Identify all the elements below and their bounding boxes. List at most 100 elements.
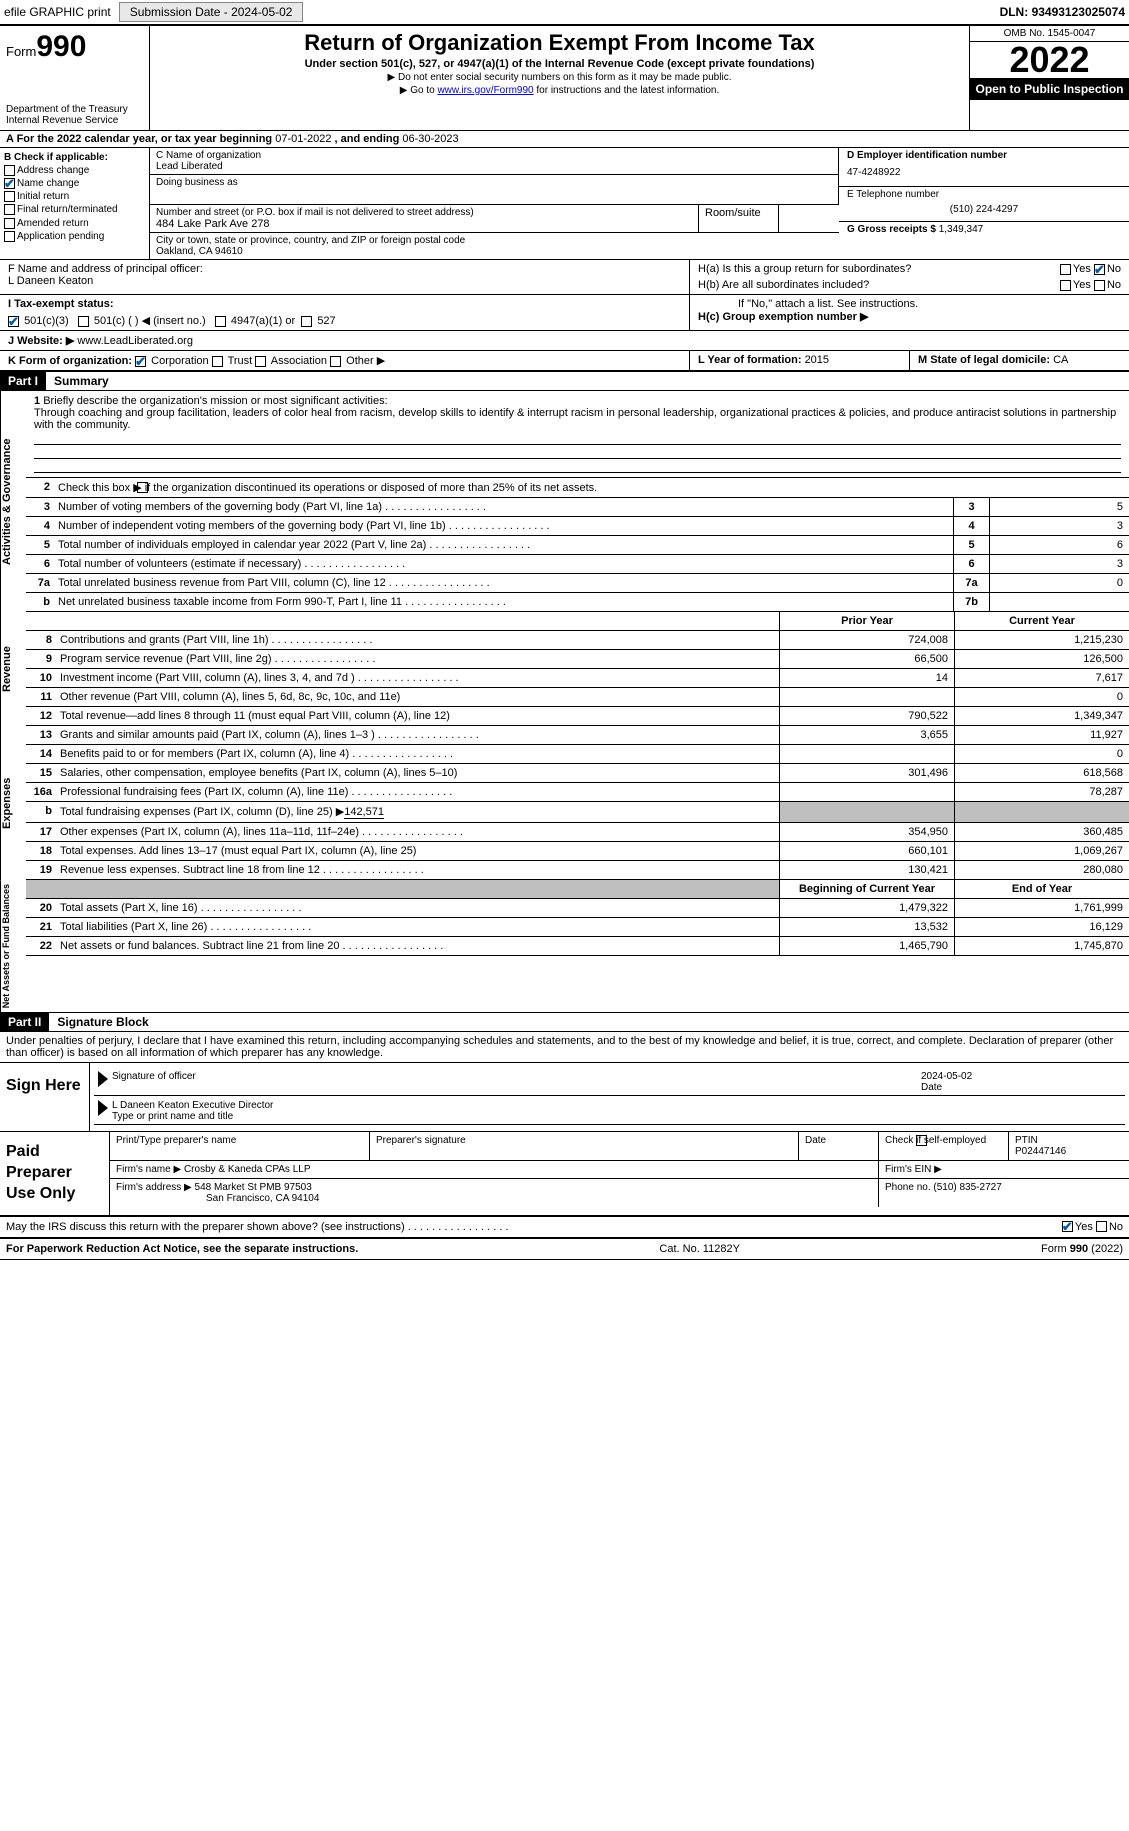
hb-row: H(b) Are all subordinates included? Yes … bbox=[698, 279, 1121, 291]
revenue-section: Revenue Prior YearCurrent Year 8Contribu… bbox=[0, 612, 1129, 726]
l16a-curr: 78,287 bbox=[954, 783, 1129, 801]
chk-other[interactable] bbox=[330, 356, 341, 367]
arrow-icon bbox=[98, 1100, 108, 1116]
chk-501c3[interactable] bbox=[8, 316, 19, 327]
l10-curr: 7,617 bbox=[954, 669, 1129, 687]
may-yes[interactable] bbox=[1062, 1221, 1073, 1232]
year-formation-label: L Year of formation: bbox=[698, 354, 805, 366]
mission-text: Through coaching and group facilitation,… bbox=[34, 407, 1116, 431]
form-header: Form990 Department of the Treasury Inter… bbox=[0, 26, 1129, 131]
chk-501c[interactable] bbox=[78, 316, 89, 327]
l20-text: Total assets (Part X, line 16) bbox=[56, 899, 779, 917]
chk-self-employed[interactable] bbox=[916, 1135, 927, 1146]
city-state-zip: Oakland, CA 94610 bbox=[156, 246, 833, 257]
l9-curr: 126,500 bbox=[954, 650, 1129, 668]
hb-note: If "No," attach a list. See instructions… bbox=[698, 298, 1121, 310]
arrow-icon bbox=[98, 1071, 108, 1087]
paid-preparer: Paid Preparer Use Only Print/Type prepar… bbox=[0, 1132, 1129, 1216]
line-3-val: 5 bbox=[989, 498, 1129, 516]
note-ssn: ▶ Do not enter social security numbers o… bbox=[154, 72, 965, 83]
signature-block: Under penalties of perjury, I declare th… bbox=[0, 1032, 1129, 1238]
activities-governance: Activities & Governance 1 Briefly descri… bbox=[0, 391, 1129, 612]
chk-amended[interactable] bbox=[4, 218, 15, 229]
city-label: City or town, state or province, country… bbox=[156, 235, 833, 246]
line-4-val: 3 bbox=[989, 517, 1129, 535]
efile-label: efile GRAPHIC print bbox=[4, 5, 111, 19]
hdr-end: End of Year bbox=[954, 880, 1129, 898]
rows-f-to-m: F Name and address of principal officer:… bbox=[0, 260, 1129, 371]
line-2: Check this box ▶ if the organization dis… bbox=[54, 478, 1129, 497]
website-value: www.LeadLiberated.org bbox=[77, 335, 193, 347]
hb-yes[interactable] bbox=[1060, 280, 1071, 291]
irs-link[interactable]: www.irs.gov/Form990 bbox=[437, 85, 533, 96]
ha-yes[interactable] bbox=[1060, 264, 1071, 275]
firm-ein-label: Firm's EIN ▶ bbox=[879, 1161, 1129, 1178]
row-k-form-org: K Form of organization: Corporation Trus… bbox=[0, 351, 689, 370]
chk-assoc[interactable] bbox=[255, 356, 266, 367]
line-7b-text: Net unrelated business taxable income fr… bbox=[54, 593, 953, 611]
chk-final[interactable] bbox=[4, 204, 15, 215]
l18-curr: 1,069,267 bbox=[954, 842, 1129, 860]
expenses-section: Expenses 13Grants and similar amounts pa… bbox=[0, 726, 1129, 880]
line-1: 1 Briefly describe the organization's mi… bbox=[26, 391, 1129, 478]
l11-curr: 0 bbox=[954, 688, 1129, 706]
line-5-val: 6 bbox=[989, 536, 1129, 554]
l16a-text: Professional fundraising fees (Part IX, … bbox=[56, 783, 779, 801]
part-i-header: Part ISummary bbox=[0, 371, 1129, 391]
chk-trust[interactable] bbox=[212, 356, 223, 367]
l19-curr: 280,080 bbox=[954, 861, 1129, 879]
firm-phone: (510) 835-2727 bbox=[933, 1182, 1001, 1193]
chk-application[interactable] bbox=[4, 231, 15, 242]
l18-text: Total expenses. Add lines 13–17 (must eq… bbox=[56, 842, 779, 860]
row-i-tax-status: I Tax-exempt status: 501(c)(3) 501(c) ( … bbox=[0, 295, 689, 330]
l21-end: 16,129 bbox=[954, 918, 1129, 936]
addr-label: Number and street (or P.O. box if mail i… bbox=[156, 207, 692, 218]
b-label: B Check if applicable: bbox=[4, 152, 145, 163]
l14-text: Benefits paid to or for members (Part IX… bbox=[56, 745, 779, 763]
l19-text: Revenue less expenses. Subtract line 18 … bbox=[56, 861, 779, 879]
chk-initial[interactable] bbox=[4, 191, 15, 202]
chk-corp[interactable] bbox=[135, 356, 146, 367]
hdr-prior: Prior Year bbox=[779, 612, 954, 630]
line-5-text: Total number of individuals employed in … bbox=[54, 536, 953, 554]
chk-address[interactable] bbox=[4, 165, 15, 176]
part-ii-header: Part IISignature Block bbox=[0, 1012, 1129, 1032]
line-3-text: Number of voting members of the governin… bbox=[54, 498, 953, 516]
col-c-org-info: C Name of organization Lead Liberated Do… bbox=[150, 148, 839, 259]
submission-date-btn[interactable]: Submission Date - 2024-05-02 bbox=[119, 2, 304, 22]
sig-date-cell: 2024-05-02Date bbox=[921, 1071, 1121, 1093]
firm-name: Crosby & Kaneda CPAs LLP bbox=[184, 1164, 311, 1175]
hdr-current: Current Year bbox=[954, 612, 1129, 630]
chk-4947[interactable] bbox=[215, 316, 226, 327]
chk-line2[interactable] bbox=[137, 482, 148, 493]
line-6-val: 3 bbox=[989, 555, 1129, 573]
l22-text: Net assets or fund balances. Subtract li… bbox=[56, 937, 779, 955]
l22-end: 1,745,870 bbox=[954, 937, 1129, 955]
paid-preparer-label: Paid Preparer Use Only bbox=[0, 1132, 110, 1214]
prep-date-h: Date bbox=[799, 1132, 879, 1160]
l21-text: Total liabilities (Part X, line 26) bbox=[56, 918, 779, 936]
l9-text: Program service revenue (Part VIII, line… bbox=[56, 650, 779, 668]
ein-value: 47-4248922 bbox=[847, 161, 1121, 184]
irs-label: Internal Revenue Service bbox=[6, 115, 143, 126]
ein-label: D Employer identification number bbox=[847, 150, 1121, 161]
website-label: J Website: ▶ bbox=[8, 335, 77, 347]
line-7a-text: Total unrelated business revenue from Pa… bbox=[54, 574, 953, 592]
l17-prior: 354,950 bbox=[779, 823, 954, 841]
l16b-shade2 bbox=[954, 802, 1129, 822]
chk-name-change[interactable] bbox=[4, 178, 15, 189]
org-name-label: C Name of organization bbox=[156, 150, 832, 161]
l12-text: Total revenue—add lines 8 through 11 (mu… bbox=[56, 707, 779, 725]
col-b-checkboxes: B Check if applicable: Address change Na… bbox=[0, 148, 150, 259]
may-no[interactable] bbox=[1096, 1221, 1107, 1232]
chk-527[interactable] bbox=[301, 316, 312, 327]
tab-expenses: Expenses bbox=[0, 726, 26, 880]
l8-prior: 724,008 bbox=[779, 631, 954, 649]
perjury-declaration: Under penalties of perjury, I declare th… bbox=[0, 1032, 1129, 1063]
l14-curr: 0 bbox=[954, 745, 1129, 763]
page-footer: For Paperwork Reduction Act Notice, see … bbox=[0, 1239, 1129, 1260]
l13-curr: 11,927 bbox=[954, 726, 1129, 744]
hb-no[interactable] bbox=[1094, 280, 1105, 291]
phone-label: E Telephone number bbox=[847, 189, 1121, 200]
ha-no[interactable] bbox=[1094, 264, 1105, 275]
